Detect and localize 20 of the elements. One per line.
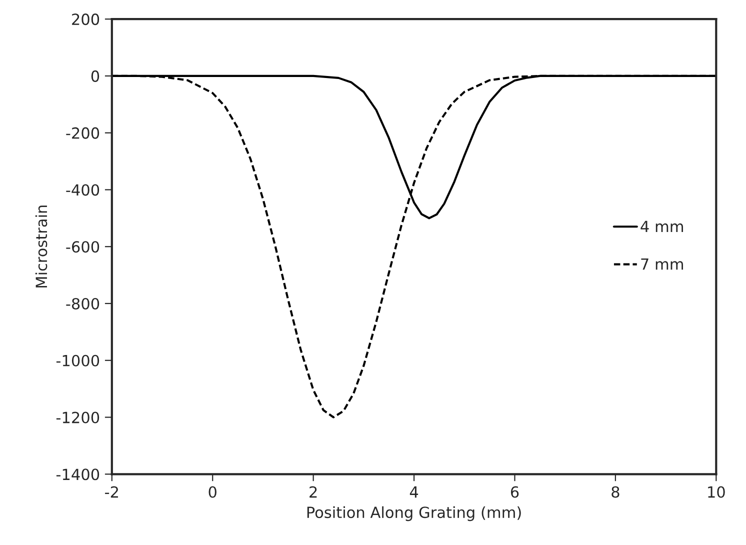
- y-tick-label: -800: [66, 298, 100, 310]
- y-axis-title: Microstrain: [35, 206, 48, 288]
- y-tick-label: 200: [72, 14, 100, 26]
- y-tick-label: -400: [66, 184, 100, 196]
- y-tick-label: -600: [66, 241, 100, 253]
- y-tick-label: -1000: [56, 354, 100, 366]
- x-tick-label: 2: [310, 486, 317, 498]
- legend-label: 4 mm: [640, 220, 683, 232]
- x-tick-label: 8: [612, 486, 620, 498]
- y-tick-label: 0: [91, 70, 100, 82]
- x-tick-label: 4: [410, 486, 418, 498]
- y-tick-label: -200: [66, 127, 100, 139]
- x-tick-label: -2: [105, 486, 118, 498]
- x-tick-label: 0: [208, 486, 216, 498]
- x-tick-label: 10: [708, 486, 725, 498]
- x-axis-title: Position Along Grating (mm): [307, 506, 521, 522]
- legend-label: 7 mm: [641, 258, 683, 270]
- x-tick-label: 6: [510, 486, 519, 498]
- y-tick-label: -1200: [56, 412, 100, 424]
- y-tick-label: -1400: [56, 468, 100, 480]
